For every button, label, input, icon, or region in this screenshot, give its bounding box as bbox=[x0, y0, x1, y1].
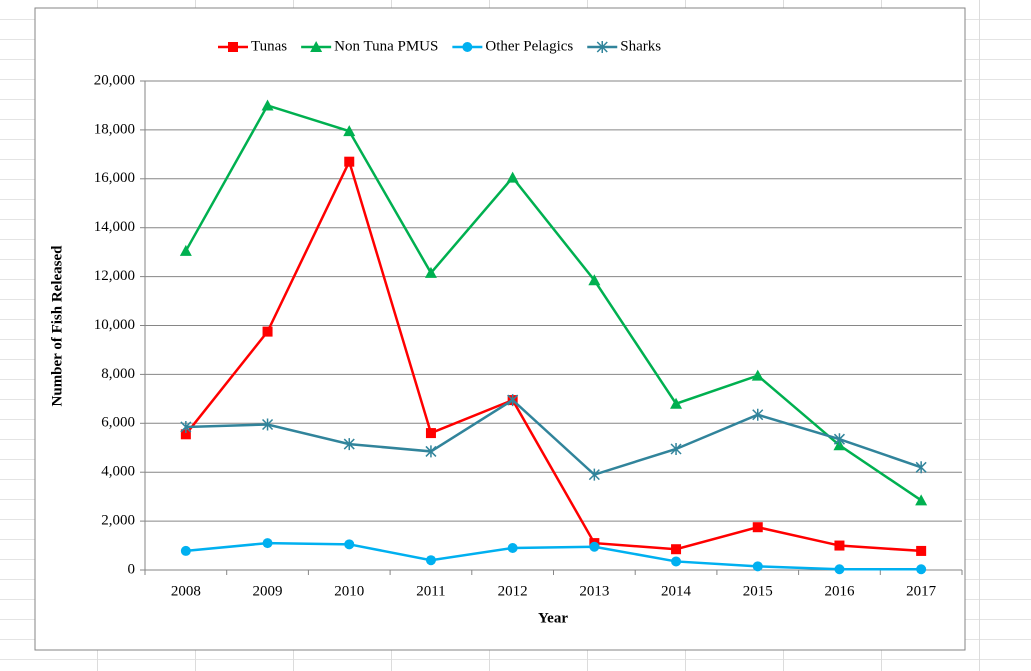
point bbox=[507, 394, 519, 407]
point bbox=[343, 438, 355, 451]
point bbox=[834, 564, 845, 575]
legend-marker bbox=[462, 42, 473, 52]
point bbox=[915, 494, 928, 506]
point bbox=[670, 442, 682, 455]
point bbox=[589, 541, 600, 552]
point bbox=[752, 522, 763, 533]
point bbox=[425, 445, 437, 458]
x-tick-label: 2017 bbox=[906, 583, 937, 599]
x-tick-label: 2015 bbox=[743, 583, 773, 599]
y-tick-label: 0 bbox=[128, 561, 136, 577]
y-tick-label: 20,000 bbox=[94, 72, 135, 88]
point bbox=[180, 429, 191, 440]
point bbox=[180, 420, 192, 433]
point bbox=[588, 468, 600, 481]
legend-label: Tunas bbox=[251, 38, 287, 54]
y-tick-label: 6,000 bbox=[101, 415, 135, 431]
legend-marker bbox=[596, 41, 608, 53]
x-tick-label: 2014 bbox=[661, 583, 692, 599]
point bbox=[425, 428, 436, 439]
point bbox=[506, 171, 519, 183]
legend-label: Sharks bbox=[620, 38, 661, 54]
y-tick-label: 18,000 bbox=[94, 121, 135, 137]
point bbox=[180, 545, 191, 556]
point bbox=[671, 556, 682, 567]
y-tick-label: 10,000 bbox=[94, 317, 135, 333]
point bbox=[671, 544, 682, 555]
point bbox=[344, 539, 355, 550]
y-tick-label: 14,000 bbox=[94, 219, 135, 235]
y-tick-label: 8,000 bbox=[101, 366, 135, 382]
series-line bbox=[185, 398, 922, 477]
point bbox=[834, 540, 845, 551]
series-line bbox=[184, 158, 922, 553]
point bbox=[670, 397, 683, 409]
point bbox=[916, 545, 927, 556]
x-axis-label: Year bbox=[538, 610, 568, 626]
x-tick-label: 2013 bbox=[579, 583, 609, 599]
y-tick-label: 16,000 bbox=[94, 170, 135, 186]
point bbox=[343, 125, 356, 137]
x-tick-label: 2012 bbox=[498, 583, 528, 599]
point bbox=[344, 156, 355, 167]
x-tick-label: 2010 bbox=[334, 583, 364, 599]
series-line bbox=[184, 103, 922, 502]
point bbox=[262, 418, 274, 431]
point bbox=[262, 538, 273, 549]
legend-label: Other Pelagics bbox=[485, 38, 573, 54]
x-tick-label: 2016 bbox=[824, 583, 855, 599]
point bbox=[425, 555, 436, 566]
series-line bbox=[185, 541, 922, 571]
point bbox=[588, 274, 601, 286]
point bbox=[915, 461, 927, 474]
point bbox=[833, 433, 845, 446]
y-tick-label: 4,000 bbox=[101, 464, 135, 480]
legend-label: Non Tuna PMUS bbox=[334, 38, 438, 54]
point bbox=[751, 369, 764, 381]
point bbox=[424, 266, 437, 278]
y-tick-label: 2,000 bbox=[101, 513, 135, 529]
x-tick-label: 2008 bbox=[171, 583, 201, 599]
x-tick-label: 2009 bbox=[253, 583, 283, 599]
point bbox=[507, 542, 518, 553]
point bbox=[752, 561, 763, 572]
chart-frame bbox=[34, 7, 966, 651]
point bbox=[179, 244, 192, 256]
legend-marker bbox=[310, 41, 323, 52]
y-tick-label: 12,000 bbox=[94, 268, 135, 284]
point bbox=[752, 408, 764, 421]
point bbox=[262, 326, 273, 337]
x-tick-label: 2011 bbox=[416, 583, 445, 599]
point bbox=[916, 564, 927, 575]
y-axis-label: Number of Fish Released bbox=[49, 245, 65, 407]
legend-marker bbox=[228, 42, 238, 52]
point bbox=[261, 99, 274, 111]
